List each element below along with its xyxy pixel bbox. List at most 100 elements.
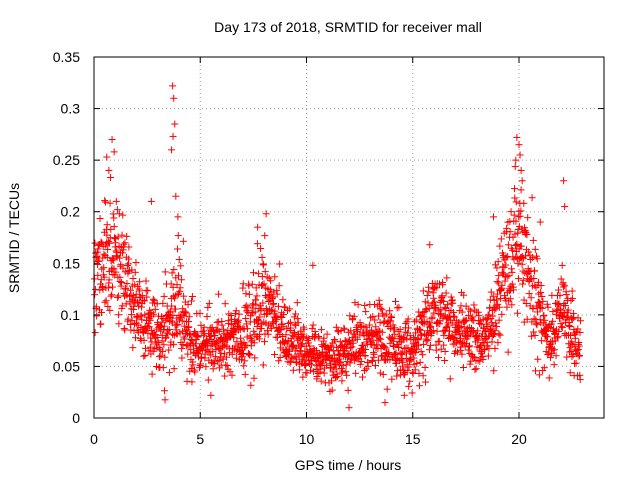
data-point xyxy=(512,217,520,225)
data-point xyxy=(292,310,300,318)
x-axis-title: GPS time / hours xyxy=(295,457,402,473)
data-point xyxy=(144,287,152,295)
data-point xyxy=(536,316,544,324)
data-point xyxy=(289,354,297,362)
data-point xyxy=(214,326,222,334)
data-point xyxy=(246,351,254,359)
data-point xyxy=(254,270,262,278)
data-point xyxy=(409,350,417,358)
data-point xyxy=(276,354,284,362)
data-point xyxy=(213,357,221,365)
data-point xyxy=(511,163,519,171)
data-point xyxy=(557,275,565,283)
data-point xyxy=(291,329,299,337)
data-point xyxy=(517,186,525,194)
data-point xyxy=(531,245,539,253)
data-point xyxy=(533,255,541,263)
data-point xyxy=(487,288,495,296)
data-point xyxy=(289,366,297,374)
data-point xyxy=(386,325,394,333)
data-point xyxy=(361,352,369,360)
data-point xyxy=(104,245,112,253)
data-point xyxy=(459,364,467,372)
data-point xyxy=(354,301,362,309)
data-point xyxy=(512,198,520,206)
data-point xyxy=(436,298,444,306)
y-tick-label: 0.05 xyxy=(53,358,80,374)
data-point xyxy=(125,255,133,263)
data-point xyxy=(441,348,449,356)
data-point xyxy=(261,232,269,240)
data-point xyxy=(554,333,562,341)
data-point xyxy=(514,259,522,267)
x-tick-label: 15 xyxy=(405,431,421,447)
data-point xyxy=(286,305,294,313)
data-point xyxy=(461,317,469,325)
data-point xyxy=(496,242,504,250)
data-point xyxy=(106,239,114,247)
data-point xyxy=(247,381,255,389)
data-point xyxy=(191,340,199,348)
data-point xyxy=(494,339,502,347)
data-point xyxy=(278,313,286,321)
data-point xyxy=(439,297,447,305)
data-point xyxy=(469,313,477,321)
data-point xyxy=(391,351,399,359)
y-tick-label: 0.2 xyxy=(61,204,81,220)
data-point xyxy=(576,317,584,325)
data-point xyxy=(91,239,99,247)
data-point xyxy=(118,279,126,287)
data-point xyxy=(568,352,576,360)
data-point xyxy=(392,349,400,357)
data-point xyxy=(178,344,186,352)
data-point xyxy=(245,282,253,290)
data-point xyxy=(517,166,525,174)
data-point xyxy=(391,324,399,332)
data-point xyxy=(347,327,355,335)
data-point xyxy=(105,238,113,246)
data-point xyxy=(359,373,367,381)
data-point xyxy=(422,305,430,313)
data-point xyxy=(101,298,109,306)
data-point xyxy=(532,320,540,328)
data-point xyxy=(393,372,401,380)
data-point xyxy=(109,256,117,264)
data-point xyxy=(508,280,516,288)
data-point xyxy=(378,328,386,336)
data-point xyxy=(174,320,182,328)
data-point xyxy=(207,391,215,399)
data-point xyxy=(312,331,320,339)
data-point xyxy=(215,345,223,353)
data-point xyxy=(410,334,418,342)
data-point xyxy=(146,316,154,324)
data-point xyxy=(538,292,546,300)
data-point xyxy=(437,345,445,353)
data-point xyxy=(537,282,545,290)
data-point xyxy=(490,367,498,375)
data-point xyxy=(308,325,316,333)
data-point xyxy=(168,269,176,277)
data-point xyxy=(251,354,259,362)
data-point xyxy=(291,320,299,328)
data-point xyxy=(289,341,297,349)
data-point xyxy=(282,331,290,339)
data-point xyxy=(204,376,212,384)
data-point xyxy=(346,359,354,367)
data-point xyxy=(169,331,177,339)
data-point xyxy=(271,307,279,315)
data-point xyxy=(184,301,192,309)
y-tick-label: 0.15 xyxy=(53,255,80,271)
data-point xyxy=(525,248,533,256)
data-point xyxy=(115,320,123,328)
data-point xyxy=(566,344,574,352)
data-point xyxy=(110,223,118,231)
data-point xyxy=(422,378,430,386)
data-point xyxy=(492,302,500,310)
data-point xyxy=(360,366,368,374)
data-point xyxy=(510,286,518,294)
data-point xyxy=(458,350,466,358)
axis-ticks: 0 0.05 0.1 0.15 0.2 0.25 0.3 0.35 0 5 10 15 20 xyxy=(53,49,604,447)
data-point xyxy=(230,334,238,342)
data-point xyxy=(177,276,185,284)
data-point xyxy=(414,341,422,349)
